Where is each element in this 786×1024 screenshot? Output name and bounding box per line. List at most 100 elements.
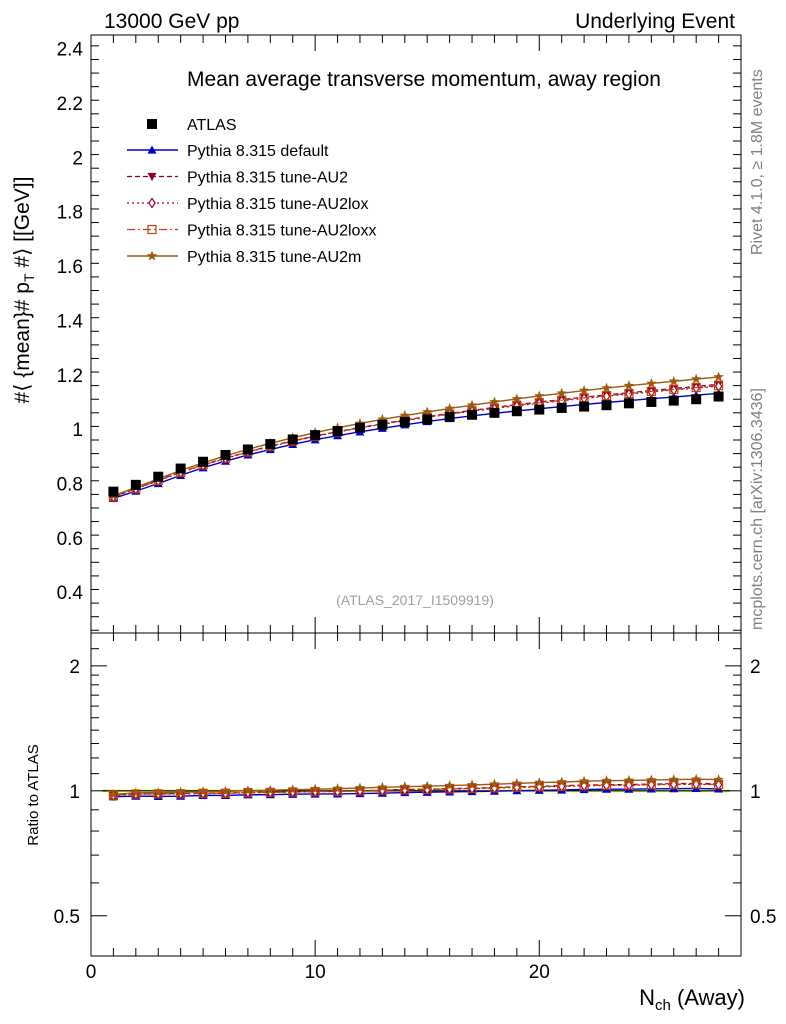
atlas-data-point: [601, 400, 612, 411]
ratio-ylabel: Ratio to ATLAS: [25, 744, 42, 845]
ratio-series-line: [113, 783, 719, 796]
ratio-series-marker: [690, 773, 702, 784]
header-left: 13000 GeV pp: [104, 10, 239, 33]
legend-marker-atlas: [147, 119, 157, 129]
x-axis-title: Nch (Away): [639, 985, 745, 1014]
ratio-series-marker: [578, 775, 590, 786]
series-marker: [668, 375, 679, 386]
rivet-label: Rivet 4.1.0, ≥ 1.8M events: [749, 69, 766, 255]
ratio-series-line: [113, 787, 719, 798]
main-ylabel: #⟨ {mean}# pT #⟩ [[GeV]]: [11, 177, 37, 404]
series-marker: [511, 393, 523, 404]
y-tick-label: 2.4: [57, 40, 84, 61]
series-marker: [646, 386, 656, 396]
ratio-series-marker: [668, 774, 679, 785]
ratio-series-marker: [377, 781, 388, 792]
ratio-series-marker: [421, 780, 433, 791]
legend-label: Pythia 8.315 default: [187, 143, 329, 160]
series-marker: [556, 387, 567, 398]
y-tick-label: 2: [72, 148, 83, 169]
atlas-data-point: [444, 411, 455, 422]
atlas-data-point: [108, 486, 119, 497]
ratio-series-marker: [287, 784, 298, 795]
x-axis-title-main: N: [639, 985, 655, 1010]
ratio-plot: 0 10 20 0.5 0.5 1 1 2 2: [54, 632, 776, 983]
chart-title: Mean average transverse momentum, away r…: [187, 68, 661, 91]
atlas-data-point: [556, 402, 567, 413]
legend-marker: [146, 250, 158, 261]
series-marker: [466, 399, 478, 410]
ratio-tick-label-right: 1: [750, 782, 761, 803]
ratio-series-marker: [130, 787, 142, 798]
y-tick-label: 2.2: [57, 94, 83, 115]
series-line: [113, 383, 719, 498]
x-tick-label: 10: [305, 962, 326, 983]
header-right: Underlying Event: [575, 10, 735, 33]
series-marker: [534, 390, 545, 401]
ratio-series-marker: [175, 786, 186, 797]
atlas-data-point: [579, 401, 590, 412]
atlas-data-point: [198, 456, 209, 467]
series-marker: [601, 382, 612, 393]
ratio-series-line: [113, 778, 719, 796]
series-marker: [690, 373, 702, 384]
ratio-series-marker: [332, 783, 343, 794]
x-axis-title-suffix: (Away): [671, 985, 745, 1010]
atlas-data-point: [467, 409, 478, 420]
atlas-data-point: [265, 439, 276, 450]
series-marker: [489, 396, 500, 407]
ratio-tick-label: 0.5: [54, 907, 80, 928]
atlas-data-point: [377, 419, 388, 430]
atlas-data-point: [511, 406, 522, 417]
series-marker: [421, 406, 433, 417]
ratio-tick-label: 2: [69, 657, 80, 678]
series-marker: [578, 385, 590, 395]
legend: ATLAS Pythia 8.315 default Pythia 8.315 tu…: [127, 117, 376, 266]
watermark: (ATLAS_2017_I1509919): [336, 592, 494, 608]
legend-label: Pythia 8.315 tune-AU2: [187, 170, 348, 187]
main-ylabel-part-c: #⟩ [[GeV]]: [11, 177, 34, 274]
atlas-data-point: [332, 426, 343, 437]
y-tick-label: 1.4: [57, 311, 84, 332]
ratio-series-marker: [466, 779, 478, 790]
series-marker: [444, 402, 455, 413]
series-marker: [646, 377, 657, 388]
series-marker: [377, 413, 388, 424]
atlas-data-point: [691, 394, 702, 405]
y-tick-label: 0.4: [57, 583, 84, 604]
atlas-data-point: [534, 404, 545, 415]
ratio-series-marker: [399, 781, 411, 792]
ratio-tick-label-right: 0.5: [750, 907, 776, 928]
legend-marker: [147, 224, 157, 235]
atlas-data-point: [399, 417, 410, 428]
x-axis-title-sub: ch: [655, 997, 671, 1014]
ratio-series-marker: [197, 786, 209, 797]
legend-label: Pythia 8.315 tune-AU2loxx: [187, 223, 376, 240]
ratio-series-marker: [489, 778, 500, 789]
main-ylabel-sub: T: [21, 273, 37, 282]
ratio-series-marker: [601, 775, 612, 786]
atlas-data-point: [646, 396, 657, 407]
series-marker: [713, 371, 724, 382]
x-tick-label: 20: [529, 962, 550, 983]
atlas-data-point: [422, 414, 433, 425]
ratio-tick-label: 1: [69, 782, 80, 803]
series-marker: [669, 384, 679, 395]
legend-marker: [147, 172, 157, 181]
atlas-data-point: [310, 430, 321, 441]
ratio-series-marker: [242, 785, 254, 796]
series-marker: [714, 380, 723, 392]
ratio-series-marker: [265, 784, 276, 795]
ratio-series-marker: [511, 777, 523, 788]
main-ylabel-part-a: #⟨ {mean}# p: [11, 282, 34, 403]
legend-label-atlas: ATLAS: [187, 117, 237, 134]
ratio-frame: [90, 632, 742, 957]
atlas-data-point: [354, 422, 365, 433]
ratio-series-marker: [309, 783, 321, 794]
main-plot: 0.4 0.6 0.8 1 1.2 1.4 1.6 1.8 2 2.2 2.4: [57, 34, 742, 634]
series-line: [113, 385, 719, 498]
y-tick-label: 1: [72, 420, 83, 441]
ratio-tick-label-right: 2: [750, 657, 761, 678]
series-line: [113, 376, 719, 497]
atlas-data-point: [153, 471, 164, 482]
